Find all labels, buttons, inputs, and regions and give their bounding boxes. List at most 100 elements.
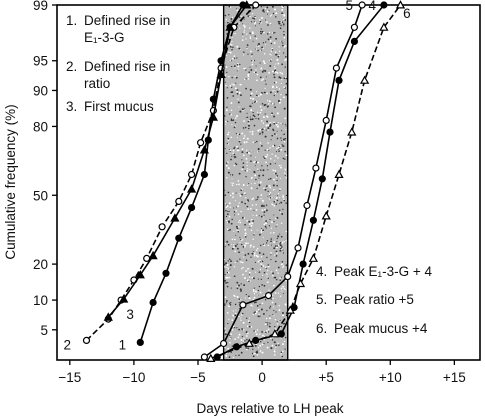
legend-item-2-text: Defined rise in (84, 59, 170, 74)
series-3-point (103, 312, 113, 321)
series-3 (103, 0, 252, 321)
series-3-point (208, 112, 219, 121)
x-tick-label: −15 (58, 370, 81, 385)
series-6-point (270, 329, 280, 338)
series-6-point (321, 211, 331, 220)
series-layer (82, 0, 406, 362)
series-number-label: 2 (64, 338, 72, 353)
series-number-label: 3 (126, 307, 134, 322)
x-tick-label: −10 (122, 370, 145, 385)
series-5-point (358, 1, 366, 9)
series-6-point (308, 253, 319, 262)
plot-frame (56, 4, 481, 361)
series-5-point (312, 164, 320, 172)
series-5-line (203, 4, 363, 358)
series-6-point (244, 338, 254, 347)
x-tick-label: 0 (258, 370, 266, 385)
series-6-point (379, 22, 389, 31)
series-4-point (299, 260, 307, 268)
series-2-point (175, 197, 183, 205)
series-6-point (334, 169, 344, 178)
legend-item-3-num: 3. (66, 99, 77, 114)
series-4-point (277, 330, 285, 338)
series-3-point (242, 0, 252, 9)
y-axis-ticks: 5 10 20 50 80 90 95 99 (33, 0, 57, 338)
series-6-point (295, 278, 306, 288)
series-6-point (395, 0, 406, 9)
legend-item-6-num: 6. (316, 321, 327, 336)
series-3-point (199, 145, 210, 154)
series-1-point (162, 269, 170, 277)
legend-item-4-num: 4. (316, 264, 327, 279)
legend-item-5-text: Peak ratio +5 (334, 292, 414, 307)
series-number-label: 4 (369, 0, 377, 13)
series-5-point (303, 201, 311, 210)
series-5-point (200, 353, 208, 361)
series-2-point (252, 1, 260, 9)
series-1-point (175, 234, 183, 242)
series-5-point (350, 23, 358, 31)
x-tick-label: −5 (190, 370, 205, 385)
series-1-point (149, 298, 157, 307)
series-1-point (188, 204, 196, 212)
x-tick-label: +10 (379, 370, 402, 385)
legend-item-1-text: Defined rise in (84, 13, 170, 28)
series-1-point (136, 338, 144, 346)
legend-bottom: 4. Peak E₁-3-G + 4 5. Peak ratio +5 6. P… (316, 264, 432, 336)
series-3-point (135, 270, 145, 279)
legend-item-3-text: First mucus (84, 99, 154, 114)
y-axis-title: Cumulative frequency (%) (3, 104, 18, 259)
series-6 (206, 0, 406, 362)
legend-top: 1. Defined rise in E₁-3-G 2. Defined ris… (66, 13, 170, 114)
legend-item-1-text-line2: E₁-3-G (84, 30, 125, 45)
y-tick-label: 99 (33, 0, 48, 13)
series-5-point (332, 64, 340, 72)
legend-item-1-num: 1. (66, 13, 77, 28)
x-tick-label: +5 (318, 370, 333, 385)
series-5-point (239, 301, 247, 309)
series-2-point (158, 223, 166, 231)
x-tick-label: +15 (443, 370, 466, 385)
series-6-point (359, 75, 370, 84)
y-tick-label: 90 (33, 83, 48, 98)
legend-item-5-num: 5. (316, 292, 327, 307)
series-4-point (309, 216, 317, 224)
y-tick-label: 5 (40, 323, 48, 338)
series-4-point (318, 175, 326, 183)
series-6-point (347, 127, 357, 136)
x-axis-title: Days relative to LH peak (196, 401, 343, 416)
legend-item-2-text-line2: ratio (84, 76, 110, 91)
series-3-point (119, 294, 129, 303)
series-3-point (170, 213, 180, 222)
series-3-point (216, 69, 226, 79)
series-2-point (197, 139, 205, 147)
series-6-point (206, 353, 216, 362)
series-number-label: 5 (346, 0, 354, 13)
y-tick-label: 10 (33, 293, 48, 308)
series-2-point (82, 336, 91, 344)
series-1-point (200, 170, 208, 179)
legend-item-2-num: 2. (66, 59, 77, 74)
series-4-point (335, 76, 343, 85)
series-5-point (264, 292, 273, 300)
series-6-point (285, 305, 295, 314)
series-6-line (210, 4, 402, 360)
x-axis-ticks: −15 −10 −5 0 +5 +10 +15 (58, 360, 466, 385)
legend-item-6-text: Peak mucus +4 (334, 321, 428, 336)
series-5-point (322, 116, 330, 125)
series-5-point (284, 273, 292, 281)
series-5-point (220, 339, 228, 348)
series-number-labels: 1 2 3 5 4 6 (64, 0, 411, 353)
y-tick-label: 95 (33, 54, 48, 69)
series-2-point (188, 170, 196, 179)
series-5-point (294, 244, 302, 252)
series-3-point (148, 250, 158, 260)
series-3-point (186, 184, 197, 193)
y-tick-label: 20 (33, 257, 48, 272)
series-3-point (225, 22, 235, 31)
y-tick-label: 80 (33, 119, 48, 134)
series-number-label: 6 (403, 6, 411, 21)
series-4-point (350, 37, 358, 46)
series-4-point (326, 128, 334, 136)
series-5 (200, 1, 366, 361)
